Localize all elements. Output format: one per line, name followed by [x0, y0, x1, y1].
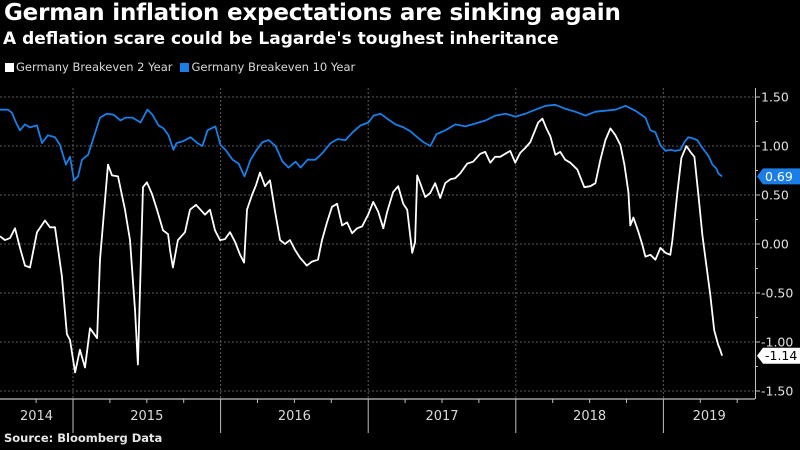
gridlines [0, 88, 755, 399]
last-value-badges: -1.14 0.69 [757, 168, 800, 364]
x-year-label: 2016 [278, 409, 311, 424]
badge-value: 0.69 [765, 169, 793, 184]
legend: Germany Breakeven 2 Year Germany Breakev… [5, 60, 355, 74]
legend-swatch-2y [5, 62, 14, 72]
source-note: Source: Bloomberg Data [4, 431, 163, 445]
legend-item-2y[interactable]: Germany Breakeven 2 Year [5, 60, 172, 74]
legend-swatch-10y [180, 62, 190, 72]
y-tick-label: -1.00 [761, 335, 793, 350]
y-tick-label: -1.50 [761, 384, 793, 399]
x-year-label: 2018 [573, 409, 606, 424]
chart-subtitle: A deflation scare could be Lagarde's tou… [3, 29, 559, 49]
legend-label-2y: Germany Breakeven 2 Year [16, 60, 173, 74]
y-tick-label: 0.50 [761, 188, 789, 203]
series-lines [0, 103, 723, 374]
series-line-2y [0, 117, 723, 374]
last-value-badge-10y: 0.69 [757, 168, 800, 185]
x-year-label: 2017 [425, 409, 458, 424]
axes: 1.50 1.00 0.50 0.00 -0.50 -1.00 -1.50 2014 2015 2… [0, 88, 793, 433]
series-line-10y [0, 103, 723, 182]
x-year-label: 2015 [130, 409, 163, 424]
chart-title: German inflation expectations are sinkin… [4, 0, 621, 26]
x-year-label: 2019 [693, 409, 726, 424]
y-tick-label: 1.50 [761, 90, 789, 105]
badge-shape [757, 347, 800, 364]
badge-shape [757, 168, 800, 185]
legend-item-10y[interactable]: Germany Breakeven 10 Year [180, 60, 355, 74]
last-value-badge-2y: -1.14 [757, 347, 800, 364]
badge-value: -1.14 [765, 348, 797, 363]
y-tick-label: 0.00 [761, 237, 789, 252]
x-year-label: 2014 [20, 409, 53, 424]
legend-label-10y: Germany Breakeven 10 Year [191, 60, 356, 74]
y-tick-label: -0.50 [761, 286, 793, 301]
y-tick-label: 1.00 [761, 139, 789, 154]
